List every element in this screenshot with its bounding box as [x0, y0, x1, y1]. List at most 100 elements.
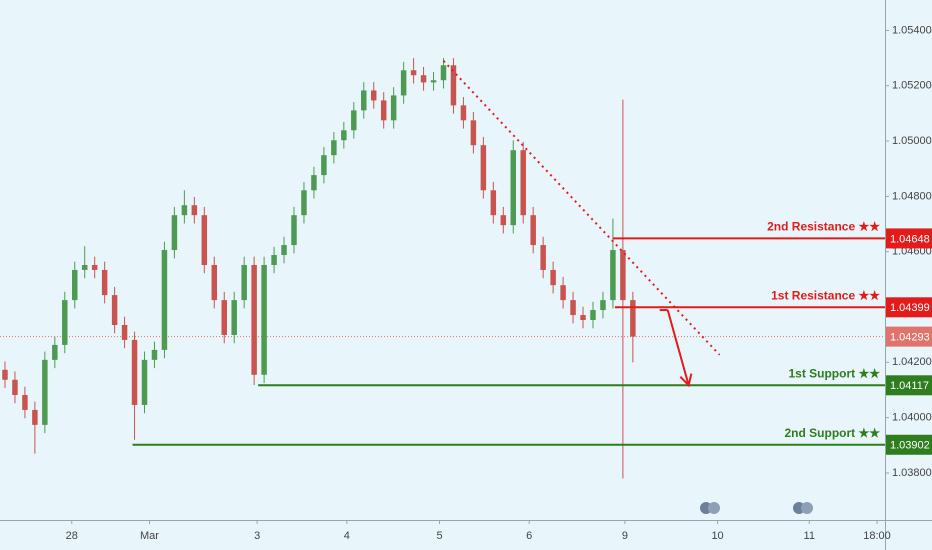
level-tag-label: 1.04648 — [890, 233, 930, 245]
candle-body — [450, 65, 457, 106]
y-tick-label: 1.05200 — [892, 80, 932, 92]
candle-body — [560, 285, 566, 301]
candle-body — [281, 245, 287, 256]
candle-body — [22, 394, 28, 410]
candle-body — [480, 145, 487, 191]
candle-body — [12, 379, 18, 395]
level-label: 2nd Support ★★ — [784, 426, 880, 440]
level-tag — [886, 228, 932, 249]
candle-body — [151, 349, 158, 360]
candle-body — [400, 70, 407, 96]
x-tick-label: 18:00 — [863, 530, 891, 542]
x-tick-label: 5 — [436, 530, 442, 542]
candle-body — [500, 215, 507, 226]
candle-body — [580, 315, 586, 321]
candle-body — [460, 105, 467, 121]
y-tick-label: 1.03800 — [892, 467, 932, 479]
y-tick-label: 1.04000 — [892, 412, 932, 424]
candle-body — [530, 215, 536, 246]
candle-body — [201, 215, 208, 265]
level-tag — [886, 375, 932, 396]
candle-body — [311, 175, 317, 191]
x-tick-label: Mar — [140, 530, 159, 542]
candle-body — [251, 264, 257, 375]
arrow-head — [679, 373, 693, 388]
candle-body — [111, 295, 118, 325]
candle-body — [191, 205, 198, 216]
candle-body — [470, 120, 477, 146]
candle-body — [81, 264, 88, 270]
candle-body — [410, 70, 417, 76]
candle-body — [271, 255, 277, 265]
level-tag-label: 1.04117 — [890, 380, 929, 392]
candle-body — [231, 300, 237, 335]
candle-body — [590, 310, 596, 321]
candle-body — [630, 300, 636, 337]
candle-body — [261, 264, 267, 375]
candle-body — [221, 300, 227, 335]
event-icons — [700, 502, 813, 514]
candle-body — [131, 339, 138, 405]
event-icon — [801, 502, 813, 514]
candle-body — [420, 75, 427, 83]
candle-body — [181, 205, 188, 216]
candle-body — [241, 264, 247, 301]
candle-body — [301, 190, 307, 216]
y-tick-label: 1.04200 — [892, 356, 932, 368]
last-price-tag — [886, 326, 932, 347]
trendline — [442, 60, 721, 356]
candle-body — [490, 190, 497, 216]
candle-body — [291, 215, 297, 246]
candle-body — [351, 110, 357, 131]
candle-body — [430, 80, 437, 83]
level-label: 1st Resistance ★★ — [771, 288, 880, 302]
event-icon — [708, 502, 720, 514]
x-tick-label: 9 — [622, 530, 628, 542]
candle-body — [510, 150, 517, 226]
level-tag-label: 1.03902 — [890, 440, 930, 452]
candle-body — [610, 250, 616, 301]
candle-body — [161, 250, 168, 350]
level-tag-label: 1.04399 — [890, 302, 930, 314]
candle-body — [341, 130, 347, 141]
candle-body — [370, 90, 377, 101]
candle-body — [620, 250, 626, 301]
candle-body — [121, 325, 128, 340]
level-tag — [886, 434, 932, 455]
candle-body — [361, 90, 367, 111]
candle-body — [331, 140, 337, 156]
candle-body — [52, 344, 58, 360]
candle-body — [570, 300, 576, 316]
x-tick-label: 6 — [526, 530, 532, 542]
candle-body — [101, 269, 108, 296]
level-tag — [886, 297, 932, 318]
y-tick-label: 1.04600 — [892, 246, 932, 258]
last-price-tag-label: 1.04293 — [890, 332, 930, 344]
level-label: 1st Support ★★ — [788, 366, 880, 380]
y-tick-label: 1.04800 — [892, 190, 932, 202]
candle-body — [91, 264, 98, 270]
x-tick-label: 28 — [66, 530, 78, 542]
candle-body — [141, 359, 148, 405]
candle-body — [540, 245, 546, 270]
candle-body — [321, 155, 327, 176]
x-tick-label: 10 — [711, 530, 723, 542]
candle-body — [520, 150, 526, 216]
candle-body — [550, 269, 556, 286]
candle-body — [171, 215, 178, 251]
candle-body — [600, 300, 606, 311]
y-tick-label: 1.05400 — [892, 24, 932, 36]
x-tick-label: 4 — [344, 530, 350, 542]
x-tick-label: 3 — [254, 530, 260, 542]
candle-body — [2, 369, 8, 380]
candle-body — [42, 359, 48, 425]
y-tick-label: 1.05000 — [892, 135, 932, 147]
level-label: 2nd Resistance ★★ — [767, 220, 880, 234]
candle-body — [72, 269, 78, 301]
arrow-shaft — [666, 309, 690, 386]
candle-body — [32, 409, 38, 425]
candle-body — [62, 300, 68, 345]
